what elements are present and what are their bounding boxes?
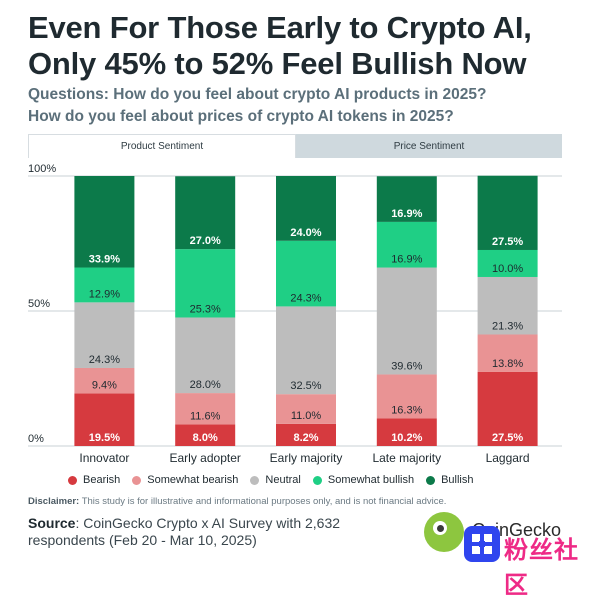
tab-bar: Product Sentiment Price Sentiment (28, 134, 562, 158)
legend: Bearish Somewhat bearish Neutral Somewha… (68, 474, 474, 486)
bar-segment (376, 176, 437, 222)
legend-item-somewhat-bullish: Somewhat bullish (312, 474, 415, 486)
tab-product-sentiment[interactable]: Product Sentiment (28, 134, 296, 158)
chart-title: Even For Those Early to Crypto AI, Only … (28, 10, 532, 81)
x-tick-label: Innovator (79, 451, 129, 465)
bar-segment (276, 394, 336, 424)
bar-segment (276, 240, 336, 307)
data-label: 39.6% (391, 360, 422, 372)
data-label: 10.2% (391, 432, 422, 444)
y-tick-label: 100% (28, 163, 56, 175)
source-text: : CoinGecko Crypto x AI Survey with 2,63… (28, 515, 341, 548)
question-2: How do you feel about prices of crypto A… (28, 108, 454, 125)
bar-segment (175, 249, 236, 318)
data-label: 24.3% (290, 292, 321, 304)
bar-segment (276, 423, 336, 446)
legend-swatch-bullish (426, 475, 436, 485)
data-label: 16.9% (391, 254, 422, 266)
legend-label-somewhat-bullish: Somewhat bullish (327, 474, 415, 486)
data-label: 25.3% (190, 303, 221, 315)
disclaimer-text: This study is for illustrative and infor… (79, 496, 447, 507)
data-label: 19.5% (89, 432, 120, 444)
disclaimer-label: Disclaimer: (28, 496, 80, 507)
data-label: 12.9% (89, 288, 120, 300)
data-label: 24.3% (89, 354, 120, 366)
data-label: 33.9% (89, 254, 120, 266)
x-tick-label: Late majority (372, 451, 441, 465)
data-label: 9.4% (92, 379, 117, 391)
bar-segment (175, 393, 236, 425)
data-label: 8.2% (293, 432, 318, 444)
data-label: 10.0% (492, 263, 523, 275)
legend-item-somewhat-bearish: Somewhat bearish (132, 474, 238, 486)
data-label: 27.5% (492, 432, 523, 444)
data-label: 27.0% (190, 235, 221, 247)
legend-swatch-neutral (250, 475, 260, 485)
bar-segment (477, 334, 538, 372)
source-label: Source (28, 515, 76, 531)
bar-segment (74, 176, 135, 268)
legend-swatch-somewhat-bearish (132, 475, 142, 485)
bar-segment (376, 267, 437, 375)
x-tick-label: Early majority (270, 451, 343, 465)
tab-price-sentiment[interactable]: Price Sentiment (296, 134, 562, 158)
y-tick-label: 50% (28, 298, 50, 310)
data-label: 27.5% (492, 236, 523, 248)
bar-segment (477, 175, 538, 250)
legend-label-bullish: Bullish (441, 474, 474, 486)
bar-segment (477, 249, 538, 277)
bar-segment (376, 221, 437, 268)
data-label: 28.0% (190, 379, 221, 391)
brand-area: CoinGecko 粉丝社区 (424, 512, 594, 599)
bar-segment (175, 424, 236, 446)
chart-svg: 0% 50% 100% 19.5% 9.4% 24.3% 12.9% 33.9% Innovat… (28, 163, 562, 465)
bar-segment (477, 371, 538, 446)
legend-label-neutral: Neutral (265, 474, 301, 486)
disclaimer: Disclaimer: This study is for illustrati… (28, 496, 446, 507)
bar-segment (477, 276, 538, 335)
x-tick-label: Laggard (486, 451, 530, 465)
x-tick-label: Early adopter (170, 451, 241, 465)
data-label: 21.3% (492, 320, 523, 332)
bar-segment (276, 176, 336, 241)
watermark-badge-icon (464, 526, 500, 562)
data-label: 16.3% (391, 404, 422, 416)
legend-item-bearish: Bearish (68, 474, 120, 486)
data-label: 32.5% (290, 380, 321, 392)
bar-segment (74, 302, 135, 368)
legend-label-bearish: Bearish (83, 474, 121, 486)
coingecko-logo-icon (424, 512, 464, 552)
source-note: Source: CoinGecko Crypto x AI Survey wit… (28, 515, 388, 549)
y-tick-label: 0% (28, 433, 44, 445)
data-label: 11.6% (190, 410, 221, 422)
stacked-bar-chart: 0% 50% 100% 19.5% 9.4% 24.3% 12.9% 33.9% Innovat… (0, 158, 594, 498)
data-label: 11.0% (291, 410, 322, 422)
bar-segment (74, 393, 135, 446)
legend-item-bullish: Bullish (426, 474, 474, 486)
legend-swatch-bearish (68, 475, 77, 485)
watermark-text: 粉丝社区 (504, 536, 579, 599)
bar-segment (376, 418, 437, 446)
legend-swatch-somewhat-bullish (312, 475, 322, 485)
bar-segment (175, 176, 236, 250)
data-label: 8.0% (193, 432, 218, 444)
bar-segment (376, 374, 437, 419)
data-label: 16.9% (391, 208, 422, 220)
bar-segment (276, 306, 336, 395)
question-1: Questions: How do you feel about crypto … (28, 86, 487, 103)
data-label: 24.0% (290, 227, 321, 239)
legend-item-neutral: Neutral (250, 474, 301, 486)
bar-segment (74, 367, 135, 394)
legend-label-somewhat-bearish: Somewhat bearish (147, 474, 239, 486)
bar-segment (74, 267, 135, 303)
bar-segment (175, 317, 236, 394)
data-label: 13.8% (492, 358, 523, 370)
